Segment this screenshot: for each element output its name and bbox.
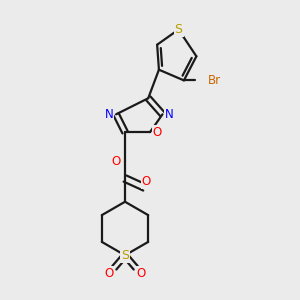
Text: Br: Br — [208, 74, 221, 87]
Text: O: O — [136, 267, 146, 280]
Text: S: S — [121, 249, 129, 262]
Text: O: O — [112, 155, 121, 168]
Text: O: O — [152, 126, 162, 139]
Text: S: S — [175, 23, 183, 36]
Text: N: N — [105, 108, 113, 121]
Text: N: N — [165, 108, 174, 121]
Text: O: O — [104, 267, 114, 280]
Text: O: O — [142, 175, 151, 188]
